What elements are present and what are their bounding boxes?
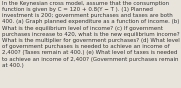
Text: In the Keynesian cross model, assume that the consumption
function is given by C: In the Keynesian cross model, assume tha… xyxy=(2,1,180,68)
